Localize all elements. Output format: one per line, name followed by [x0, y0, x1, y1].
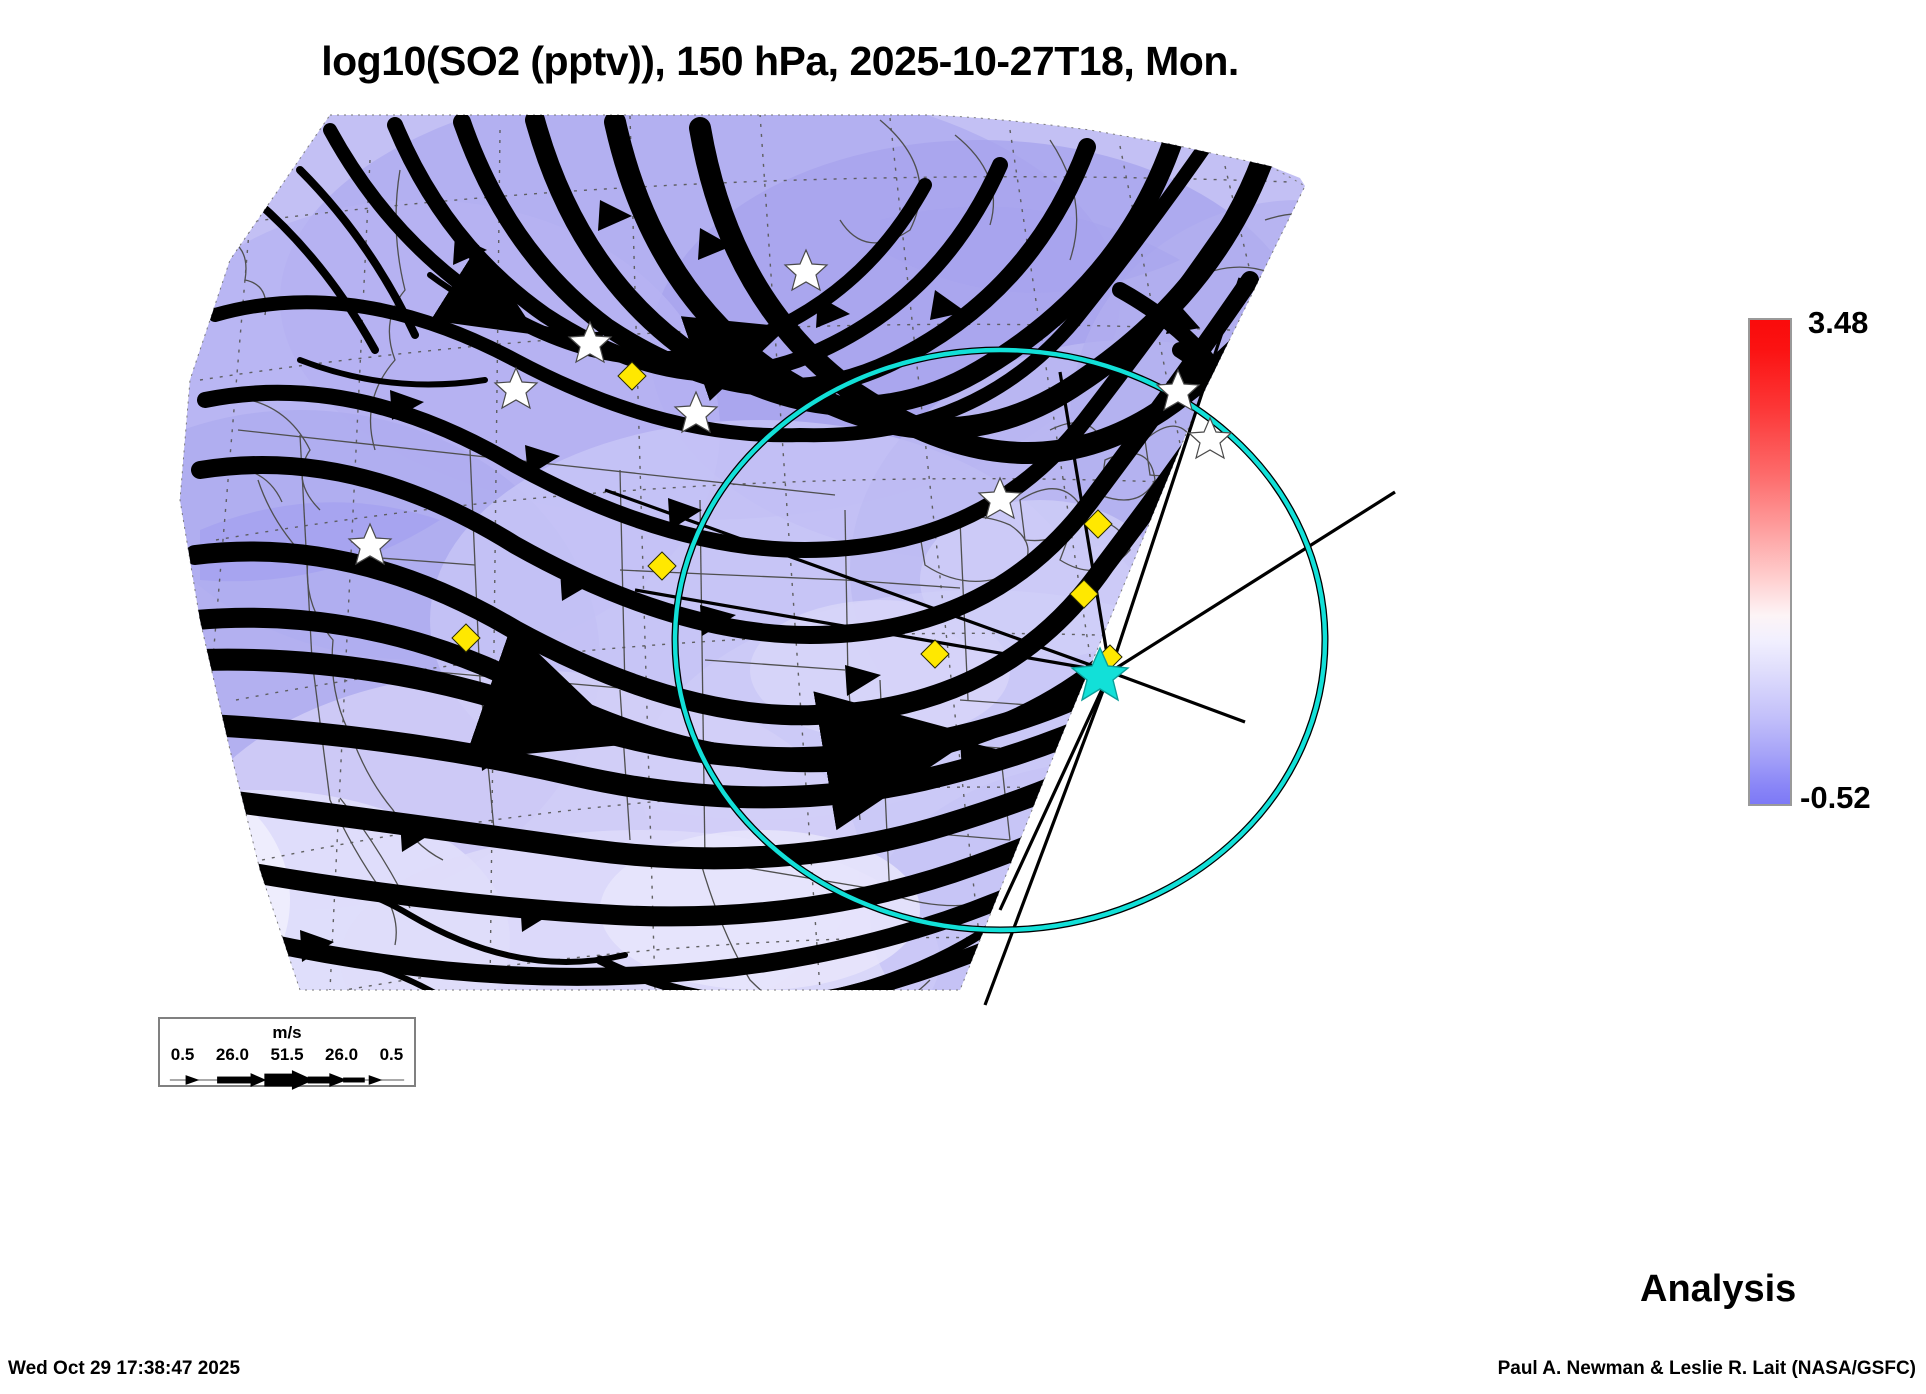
wind-legend-tick-0: 0.5	[170, 1045, 195, 1064]
flight-track-lines	[604, 277, 1396, 1006]
wind-legend-tick-2: 51.5	[270, 1045, 304, 1064]
map-canvas[interactable]	[0, 100, 1580, 1050]
colorbar-max-label: 3.48	[1808, 305, 1869, 340]
colorbar[interactable]	[1748, 318, 1792, 806]
site-marker-star[interactable]	[1070, 646, 1130, 702]
wind-legend-arrow-scale	[169, 1070, 405, 1090]
map-boundary	[179, 114, 1306, 991]
page-title: log10(SO2 (pptv)), 150 hPa, 2025-10-27T1…	[321, 38, 1239, 84]
colorbar-gradient	[1748, 318, 1792, 806]
analysis-label: Analysis	[1640, 1268, 1797, 1310]
map-panel[interactable]	[0, 100, 1580, 1050]
wind-legend-tick-4: 0.5	[379, 1045, 404, 1064]
colorbar-min-label: -0.52	[1800, 780, 1871, 815]
wind-speed-legend: m/s 0.5 26.0 51.5 26.0 0.5	[158, 1017, 416, 1090]
wind-legend-tick-1: 26.0	[215, 1045, 249, 1064]
credit-line: Paul A. Newman & Leslie R. Lait (NASA/GS…	[1497, 1358, 1916, 1379]
white-site-markers[interactable]	[347, 248, 1233, 566]
range-ring	[671, 346, 1329, 934]
wind-legend-tick-3: 26.0	[325, 1045, 359, 1064]
wind-legend-unit: m/s	[272, 1023, 302, 1042]
wind-legend-ticks: 0.5 26.0 51.5 26.0 0.5	[160, 1045, 414, 1065]
generated-timestamp: Wed Oct 29 17:38:47 2025	[8, 1358, 241, 1379]
